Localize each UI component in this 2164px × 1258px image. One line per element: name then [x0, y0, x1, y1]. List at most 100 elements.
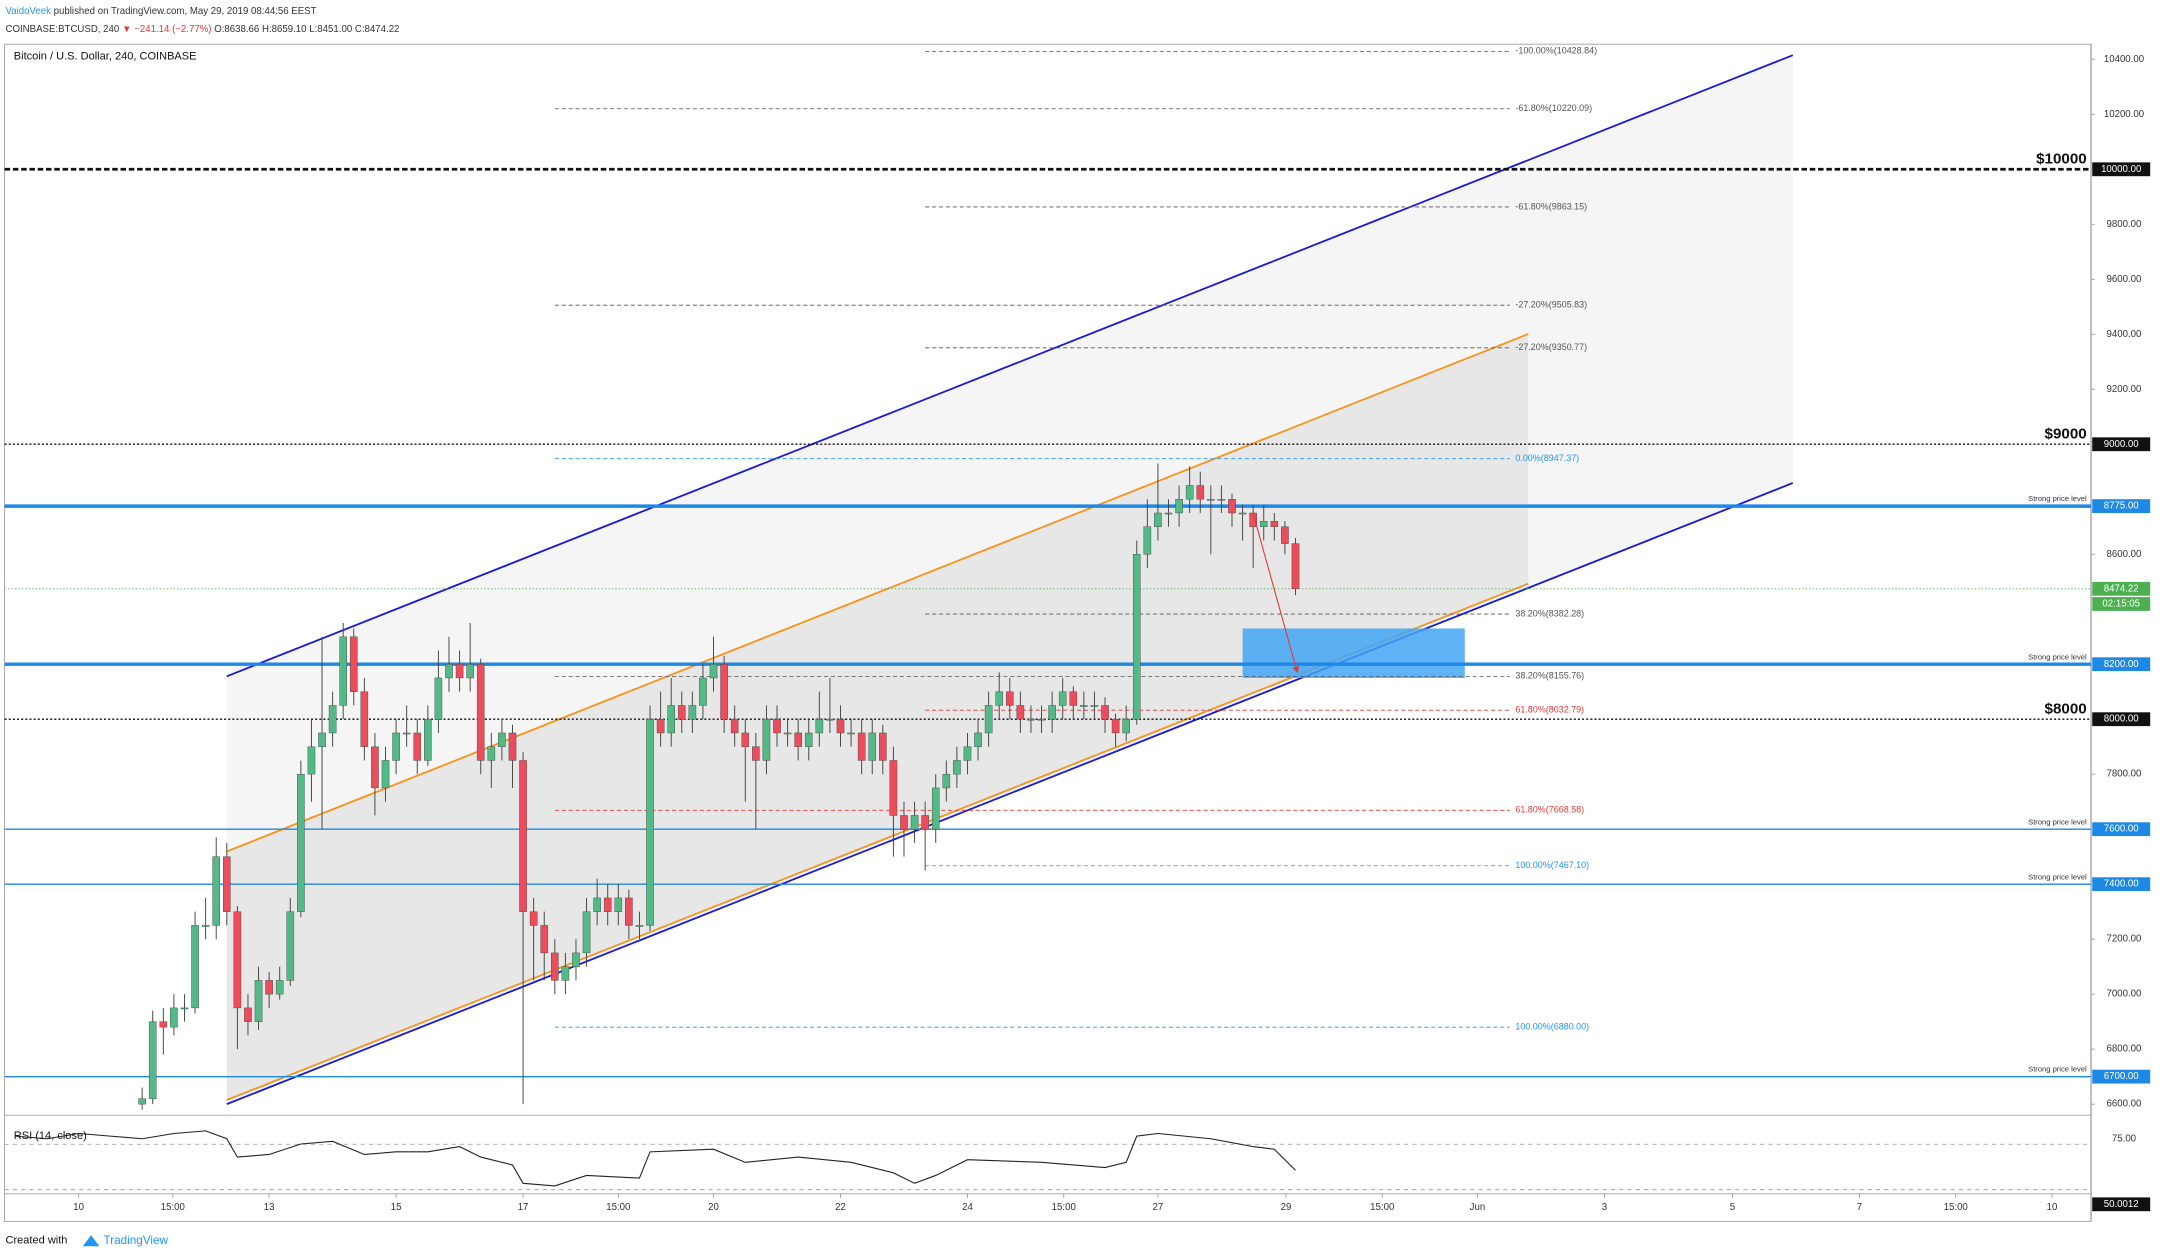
candle-body: [1238, 512, 1247, 515]
candle-body: [339, 636, 347, 706]
fib-label: 38.20%(8155.76): [1515, 671, 1584, 681]
candle-body: [656, 718, 665, 734]
x-tick-label: 15: [391, 1202, 402, 1213]
y-tick-label: 6600.00: [2107, 1099, 2142, 1110]
y-tick-label: 7200.00: [2107, 934, 2142, 945]
x-tick-label: 3: [1602, 1202, 1607, 1213]
fib-label: -27.20%(9350.77): [1515, 342, 1587, 352]
candle-body: [614, 897, 623, 912]
candle-body: [625, 897, 633, 926]
x-tick-label: 5: [1730, 1202, 1735, 1213]
candle-body: [572, 952, 580, 967]
candle-body: [455, 664, 464, 679]
level-note: Strong price level: [2028, 652, 2087, 661]
candle-body: [508, 732, 517, 761]
level-note: Strong price level: [2028, 494, 2087, 503]
candle-body: [804, 732, 813, 747]
candle-body: [1048, 705, 1056, 720]
candle-body: [953, 760, 961, 775]
price-badge-label: 10000.00: [2101, 164, 2141, 175]
candle-body: [1259, 521, 1268, 527]
candle-body: [402, 732, 411, 735]
candle-body: [328, 705, 337, 734]
candle-body: [974, 732, 982, 747]
candle-body: [688, 705, 697, 720]
candle-body: [159, 1021, 168, 1028]
candle-body: [244, 1007, 252, 1022]
channel-line: [226, 482, 1794, 1105]
x-tick-label: 24: [962, 1202, 973, 1213]
price-badge: [2092, 437, 2151, 452]
candle-body: [582, 911, 591, 954]
candle-body: [445, 664, 453, 679]
candle-body: [910, 815, 919, 830]
candle-body: [307, 746, 316, 775]
candle-body: [286, 911, 295, 981]
candle-body: [233, 911, 242, 1009]
candle-body: [1005, 691, 1014, 706]
level-tag: $9000: [2045, 426, 2087, 443]
price-badge-label: 7600.00: [2104, 824, 2139, 835]
fib-label: 61.80%(7668.58): [1515, 805, 1584, 815]
fib-label: 38.20%(8382.28): [1515, 608, 1584, 618]
candle-body: [148, 1021, 157, 1099]
candle-body: [1090, 705, 1099, 707]
candle-body: [677, 705, 686, 720]
candle-body: [773, 718, 781, 734]
candle-body: [424, 718, 432, 761]
footer-brand: TradingView: [104, 1234, 169, 1247]
fib-label: 100.00%(6880.00): [1515, 1022, 1589, 1032]
candle-body: [995, 691, 1004, 706]
x-tick-label: 15:00: [606, 1202, 630, 1213]
candle-body: [1270, 521, 1279, 527]
x-tick-label: 7: [1857, 1202, 1862, 1213]
rsi-line: [15, 1130, 1296, 1187]
fib-label: 61.80%(8032.79): [1515, 705, 1584, 715]
published: published on TradingView.com, May 29, 20…: [54, 6, 317, 17]
candle-body: [1101, 705, 1109, 720]
candle-body: [212, 856, 221, 926]
x-tick-label: 13: [264, 1202, 275, 1213]
candle-body: [1037, 718, 1046, 721]
price-badge-label: 7400.00: [2104, 879, 2139, 890]
price-badge: [2092, 162, 2151, 177]
channel-shade: [226, 333, 1529, 1101]
candle-body: [223, 856, 231, 912]
x-tick-label: 15:00: [161, 1202, 185, 1213]
candle-body: [254, 980, 263, 1022]
x-tick-label: 10: [73, 1202, 84, 1213]
candle-body: [434, 677, 443, 720]
candle-body: [1154, 512, 1162, 527]
candle-body: [1228, 499, 1236, 514]
candle-body: [371, 746, 379, 789]
candle-body: [180, 1007, 189, 1010]
price-badge-label: 8200.00: [2104, 659, 2139, 670]
candle-body: [381, 760, 390, 789]
candle-body: [138, 1098, 146, 1105]
candle-body: [667, 705, 675, 734]
y-tick-label: 9200.00: [2107, 384, 2142, 395]
candle-body: [1291, 543, 1300, 590]
candle-body: [265, 980, 273, 995]
level-note: Strong price level: [2028, 1065, 2087, 1074]
fib-label: -61.80%(9863.15): [1515, 201, 1587, 211]
candle-body: [1164, 512, 1173, 515]
price-badge: [2092, 499, 2151, 514]
candle-body: [720, 664, 728, 720]
x-tick-label: 15:00: [1944, 1202, 1968, 1213]
price-badge-label: 8474.22: [2104, 583, 2139, 594]
x-tick-label: 10: [2047, 1202, 2058, 1213]
candle-body: [783, 732, 792, 735]
y-tick-label: 9600.00: [2107, 274, 2142, 285]
level-note: Strong price level: [2028, 817, 2087, 826]
price-badge-label: 6700.00: [2104, 1071, 2139, 1082]
candle-body: [794, 732, 802, 747]
price-badge: [2092, 712, 2151, 727]
candle-body: [879, 732, 887, 761]
candle-body: [201, 925, 210, 927]
price-badge: [2092, 877, 2151, 892]
candle-body: [1058, 691, 1067, 706]
rsi-tick-label: 75.00: [2112, 1133, 2136, 1144]
countdown-badge: [2092, 597, 2151, 611]
candle-body: [1185, 485, 1194, 500]
